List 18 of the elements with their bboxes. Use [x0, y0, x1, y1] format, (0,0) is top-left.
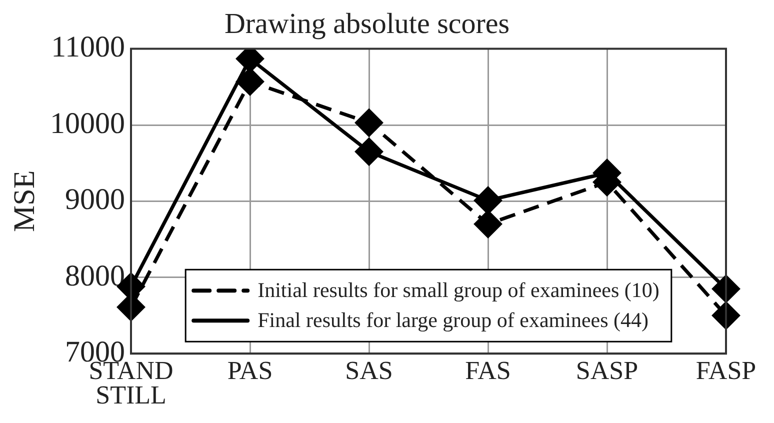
x-tick-label: FASP: [696, 356, 756, 385]
y-tick-label: 11000: [51, 30, 125, 64]
point: [355, 108, 383, 136]
chart-title: Drawing absolute scores: [224, 8, 510, 40]
y-tick-label: 9000: [65, 183, 125, 216]
point: [474, 186, 502, 214]
legend-label: Initial results for small group of examinees (10): [258, 278, 660, 302]
point: [474, 210, 502, 238]
x-tick-label: FAS: [465, 356, 511, 385]
x-tick-label: PAS: [227, 356, 273, 385]
point: [355, 138, 383, 166]
point: [712, 275, 740, 303]
legend-label: Final results for large group of examinees (44): [258, 308, 649, 332]
y-tick-label: 10000: [50, 106, 125, 140]
x-tick-label: SASP: [576, 356, 638, 385]
x-tick-label: SAS: [345, 356, 393, 385]
y-axis-title: MSE: [8, 170, 41, 232]
y-tick-label: 8000: [65, 259, 125, 292]
